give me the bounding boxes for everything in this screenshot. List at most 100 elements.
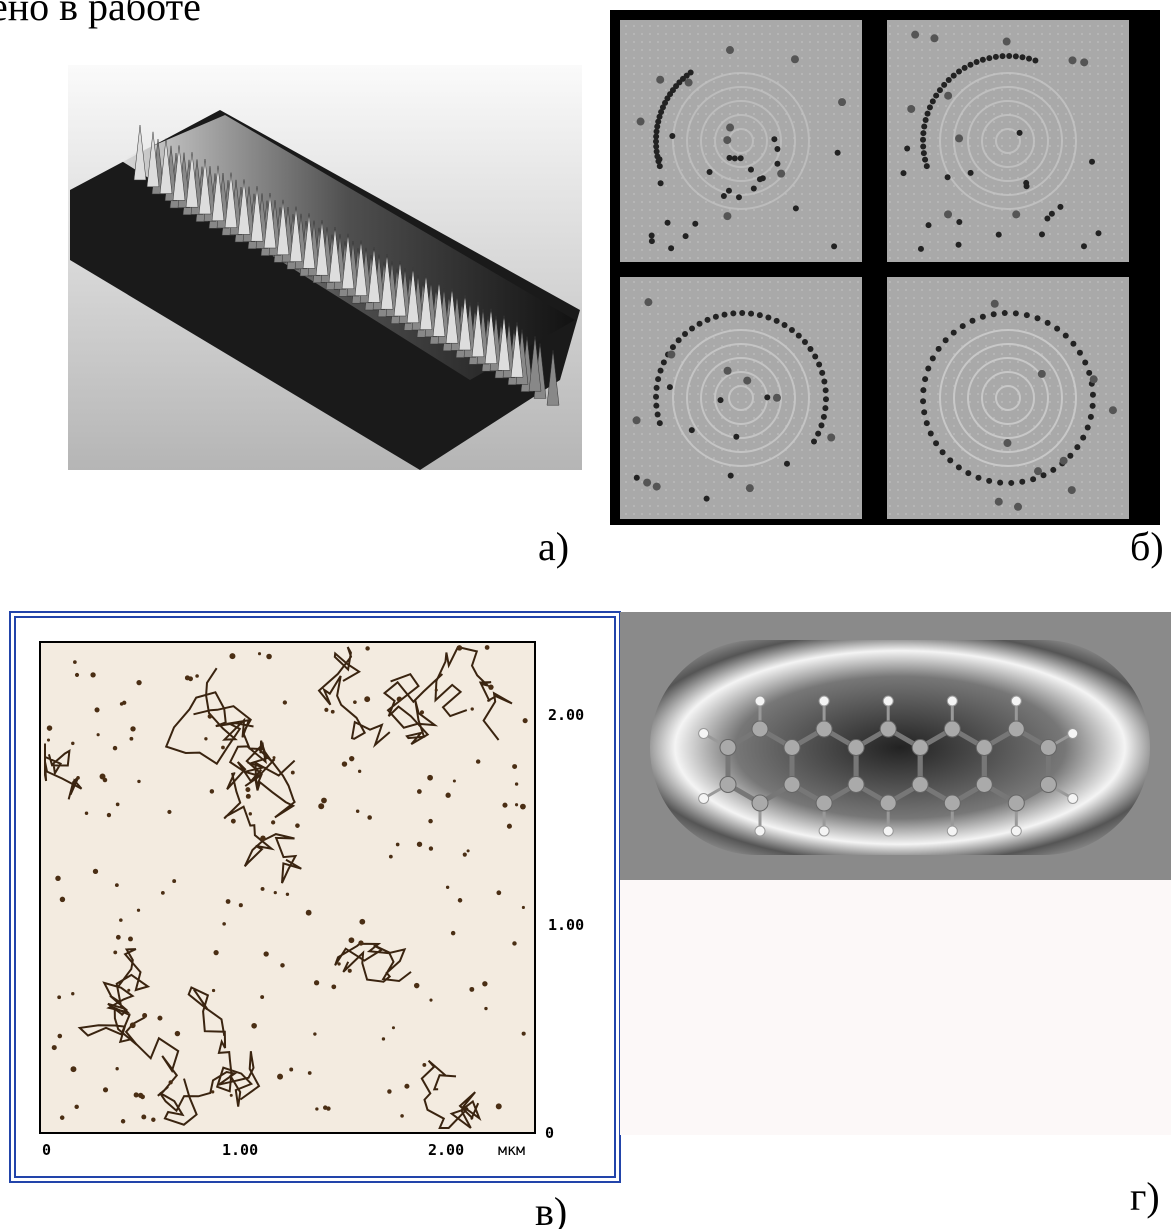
adatom — [995, 498, 1003, 506]
particle — [502, 803, 507, 808]
particle — [512, 764, 517, 769]
particle — [507, 824, 512, 829]
atom — [733, 434, 739, 440]
atom — [928, 431, 934, 437]
atom — [655, 376, 661, 382]
adatom — [827, 433, 835, 441]
adatom — [944, 210, 952, 218]
atom — [668, 245, 674, 251]
atom — [774, 318, 780, 324]
panel-label: а) — [538, 524, 569, 569]
particle — [349, 756, 354, 761]
particle — [113, 746, 117, 750]
atom — [807, 346, 813, 352]
carbon — [944, 721, 960, 737]
atom — [1082, 359, 1088, 365]
hydrogen — [1011, 696, 1021, 706]
atom — [760, 175, 766, 181]
atom — [904, 146, 910, 152]
particle — [469, 987, 474, 992]
adatom — [644, 298, 652, 306]
atom — [900, 170, 906, 176]
atom — [665, 220, 671, 226]
atom — [920, 143, 926, 149]
adatom — [1080, 58, 1088, 66]
particle — [76, 776, 80, 780]
particle — [520, 804, 526, 810]
hydrogen — [883, 826, 893, 836]
atom — [634, 475, 640, 481]
atom — [815, 431, 821, 437]
atom — [757, 312, 763, 318]
atom — [802, 339, 808, 345]
particle — [167, 810, 171, 814]
adatom — [1109, 406, 1117, 414]
atom — [821, 379, 827, 385]
atom — [732, 155, 738, 161]
hydrogen — [1011, 826, 1021, 836]
particle — [90, 672, 95, 677]
atom — [951, 73, 957, 79]
unit-label: мкм — [498, 1141, 525, 1159]
adatom — [1034, 467, 1042, 475]
carbon — [816, 721, 832, 737]
particle — [522, 1032, 526, 1036]
atom — [996, 232, 1002, 238]
particle — [273, 756, 276, 759]
particle — [485, 645, 490, 650]
atom — [930, 355, 936, 361]
particle — [427, 775, 433, 781]
particle — [169, 1080, 173, 1084]
particle — [453, 779, 456, 782]
atom — [945, 174, 951, 180]
atom — [1044, 215, 1050, 221]
atom — [1008, 480, 1014, 486]
adatom — [656, 76, 664, 84]
atom — [922, 376, 928, 382]
particle — [359, 919, 365, 925]
adatom — [1012, 210, 1020, 218]
particle — [331, 710, 335, 714]
particle — [115, 1067, 118, 1070]
atom — [930, 98, 936, 104]
atom — [962, 65, 968, 71]
particle — [429, 999, 432, 1002]
adatom — [726, 124, 734, 132]
atom — [789, 327, 795, 333]
particle — [420, 710, 424, 714]
particle — [467, 849, 470, 852]
atom — [1090, 392, 1096, 398]
carbon — [752, 795, 768, 811]
atom — [1086, 370, 1092, 376]
particle — [387, 1089, 391, 1093]
particle — [175, 1031, 180, 1036]
particle — [417, 842, 422, 847]
atom — [1074, 444, 1080, 450]
particle — [358, 770, 361, 773]
atom — [751, 185, 757, 191]
atom — [654, 385, 660, 391]
atom — [920, 398, 926, 404]
particle — [274, 891, 277, 894]
atom — [980, 57, 986, 63]
atom — [782, 322, 788, 328]
particle — [348, 969, 352, 973]
molecule-model — [620, 880, 1171, 1135]
particle — [429, 846, 433, 850]
atom — [657, 420, 663, 426]
atom — [1006, 53, 1012, 59]
carbon — [976, 777, 992, 793]
particle — [137, 909, 140, 912]
carbon — [1040, 740, 1056, 756]
atom — [986, 478, 992, 484]
atom — [924, 163, 930, 169]
atom — [1017, 130, 1023, 136]
particle — [47, 738, 50, 741]
adatom — [724, 367, 732, 375]
adatom — [743, 377, 751, 385]
particle — [488, 684, 493, 689]
adatom — [633, 416, 641, 424]
carbon — [816, 795, 832, 811]
carbon — [880, 795, 896, 811]
hydrogen — [1068, 729, 1078, 739]
